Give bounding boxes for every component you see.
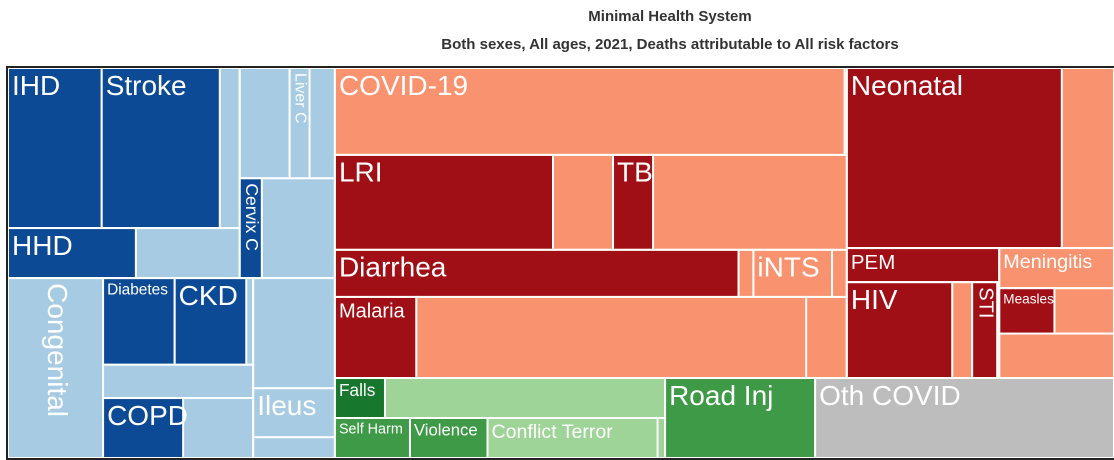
tile-label: Self Harm <box>339 422 403 438</box>
treemap-frame <box>6 66 1114 460</box>
tile <box>951 281 974 380</box>
tile <box>845 247 1001 284</box>
tile-label: Conflict Terror <box>492 421 614 443</box>
tile-label: IHD <box>12 70 60 101</box>
tile-label: Ileus <box>257 390 316 421</box>
tile-label: COVID-19 <box>339 70 468 101</box>
tile-label: CKD <box>179 280 238 311</box>
tile-label: Neonatal <box>851 70 963 101</box>
tile-label: Liver C <box>291 73 308 123</box>
tile <box>664 377 817 459</box>
tile <box>333 295 418 380</box>
tile <box>7 227 137 280</box>
tile <box>238 67 291 180</box>
tile-label: Cervix C <box>242 183 262 251</box>
tile-label: Congenital <box>42 283 73 417</box>
tile <box>252 387 336 439</box>
tile-label: LRI <box>339 157 383 188</box>
tile <box>415 295 808 380</box>
tile-label: Malaria <box>339 300 406 322</box>
tile-label: Diabetes <box>107 282 168 299</box>
tile <box>252 277 336 390</box>
tile <box>612 153 655 251</box>
tile-label: HIV <box>851 284 898 315</box>
tile-label: Falls <box>339 380 375 400</box>
tile <box>814 377 1114 459</box>
tile-label: Stroke <box>106 70 187 101</box>
tile <box>486 417 659 460</box>
tile <box>7 277 105 459</box>
tile <box>998 287 1056 335</box>
chart-title: Minimal Health System <box>588 8 751 25</box>
tile-label: STI <box>974 287 996 318</box>
treemap: IHD Stroke HHD Liver C Cervix C Congenital Dia… <box>7 67 1114 460</box>
tile <box>100 67 221 230</box>
tile-label: Violence <box>414 421 478 440</box>
tile-label: Meningitis <box>1003 251 1092 273</box>
tile-label: TB <box>617 157 653 188</box>
tile <box>552 153 615 251</box>
tile-label: Diarrhea <box>339 252 447 283</box>
tile-label: Road Inj <box>669 380 773 411</box>
tile <box>333 153 555 251</box>
tile-label: Measles <box>1003 291 1054 306</box>
tile <box>971 281 999 380</box>
tile-label: PEM <box>851 251 895 274</box>
tile <box>333 67 846 156</box>
tile-label: iNTS <box>757 252 819 283</box>
tile-label: HHD <box>12 230 73 261</box>
tile-label: Oth COVID <box>819 380 961 411</box>
chart-subtitle: Both sexes, All ages, 2021, Deaths attri… <box>441 36 898 53</box>
tile-label: COPD <box>107 400 188 431</box>
tile <box>102 363 255 400</box>
tile <box>737 248 755 298</box>
